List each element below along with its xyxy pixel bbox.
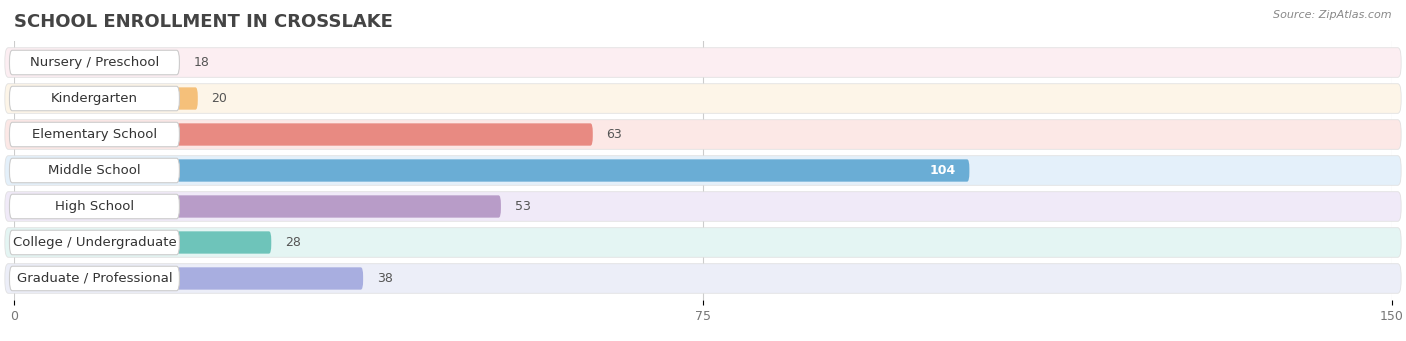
Text: Elementary School: Elementary School	[32, 128, 157, 141]
Text: Middle School: Middle School	[48, 164, 141, 177]
FancyBboxPatch shape	[4, 264, 1402, 293]
FancyBboxPatch shape	[10, 266, 180, 291]
FancyBboxPatch shape	[4, 84, 1402, 113]
Text: 104: 104	[929, 164, 956, 177]
Text: College / Undergraduate: College / Undergraduate	[13, 236, 176, 249]
FancyBboxPatch shape	[4, 156, 1402, 185]
FancyBboxPatch shape	[14, 267, 363, 290]
FancyBboxPatch shape	[10, 230, 180, 255]
Text: Source: ZipAtlas.com: Source: ZipAtlas.com	[1274, 10, 1392, 20]
Text: 20: 20	[211, 92, 228, 105]
Text: Nursery / Preschool: Nursery / Preschool	[30, 56, 159, 69]
FancyBboxPatch shape	[14, 123, 593, 146]
Text: Kindergarten: Kindergarten	[51, 92, 138, 105]
FancyBboxPatch shape	[14, 231, 271, 254]
Text: High School: High School	[55, 200, 134, 213]
FancyBboxPatch shape	[10, 194, 180, 219]
FancyBboxPatch shape	[14, 195, 501, 218]
Text: 53: 53	[515, 200, 530, 213]
Text: 38: 38	[377, 272, 392, 285]
FancyBboxPatch shape	[10, 158, 180, 183]
FancyBboxPatch shape	[14, 51, 180, 74]
FancyBboxPatch shape	[10, 122, 180, 147]
Text: SCHOOL ENROLLMENT IN CROSSLAKE: SCHOOL ENROLLMENT IN CROSSLAKE	[14, 13, 392, 31]
FancyBboxPatch shape	[14, 87, 198, 110]
Text: 63: 63	[606, 128, 623, 141]
FancyBboxPatch shape	[10, 50, 180, 75]
Text: Graduate / Professional: Graduate / Professional	[17, 272, 173, 285]
FancyBboxPatch shape	[4, 48, 1402, 77]
FancyBboxPatch shape	[10, 86, 180, 111]
FancyBboxPatch shape	[14, 159, 969, 182]
Text: 18: 18	[193, 56, 209, 69]
Text: 28: 28	[285, 236, 301, 249]
FancyBboxPatch shape	[4, 192, 1402, 221]
FancyBboxPatch shape	[4, 120, 1402, 149]
FancyBboxPatch shape	[4, 228, 1402, 257]
